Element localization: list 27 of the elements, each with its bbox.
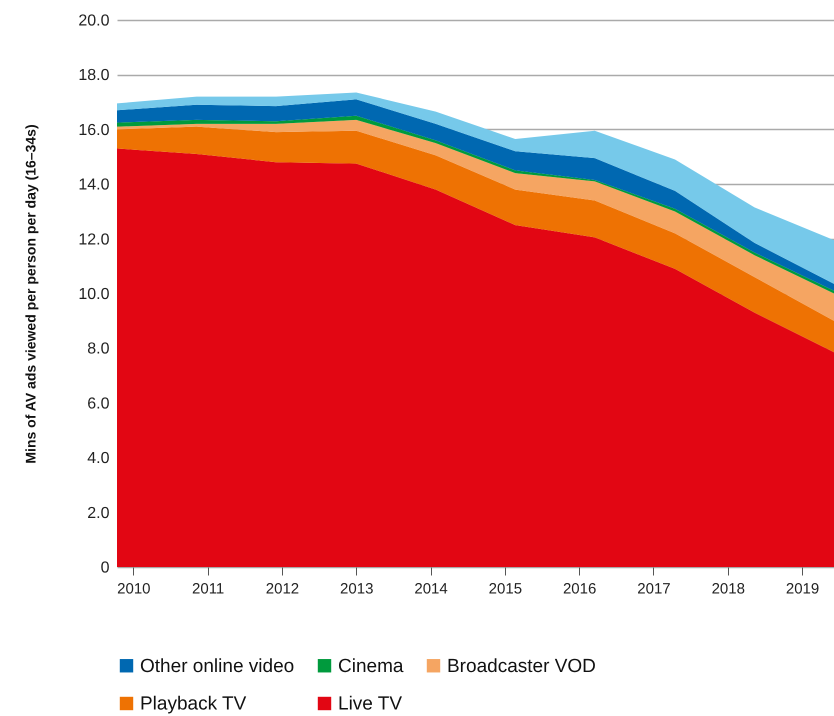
x-tick-label: 2013 <box>340 580 374 598</box>
legend-label: Live TV <box>338 694 402 714</box>
x-tick-label: 2015 <box>488 580 522 598</box>
y-tick-label: 14.0 <box>78 176 110 194</box>
legend-label: Cinema <box>338 656 404 677</box>
x-tick-label: 2016 <box>562 580 596 598</box>
x-tick-label: 2011 <box>192 580 224 598</box>
x-tick-label: 2012 <box>266 580 300 598</box>
y-tick-label: 4.0 <box>87 450 110 468</box>
y-tick-label: 12.0 <box>78 231 110 248</box>
legend-label: Other online video <box>140 656 294 677</box>
y-tick-label: 6.0 <box>87 395 110 412</box>
y-tick-label: 0 <box>100 560 110 576</box>
x-tick-label: 2018 <box>712 580 745 598</box>
legend-label: Playback TV <box>140 694 247 714</box>
y-axis-title: Mins of AV ads viewed per person per day (16–34s) <box>22 124 38 464</box>
y-tick-label: 16.0 <box>78 122 110 139</box>
y-tick-label: 10.0 <box>78 286 110 303</box>
x-tick-label: 2014 <box>414 580 448 598</box>
legend-label: Broadcaster VOD <box>447 656 596 677</box>
y-tick-label: 18.0 <box>78 67 110 84</box>
x-tick-label: 2010 <box>117 580 151 598</box>
x-tick-label: 2017 <box>637 580 671 598</box>
y-tick-label: 20.0 <box>78 12 110 30</box>
y-tick-label: 8.0 <box>87 340 110 358</box>
y-tick-label: 2.0 <box>87 504 110 522</box>
x-tick-label: 2019 <box>786 580 820 598</box>
